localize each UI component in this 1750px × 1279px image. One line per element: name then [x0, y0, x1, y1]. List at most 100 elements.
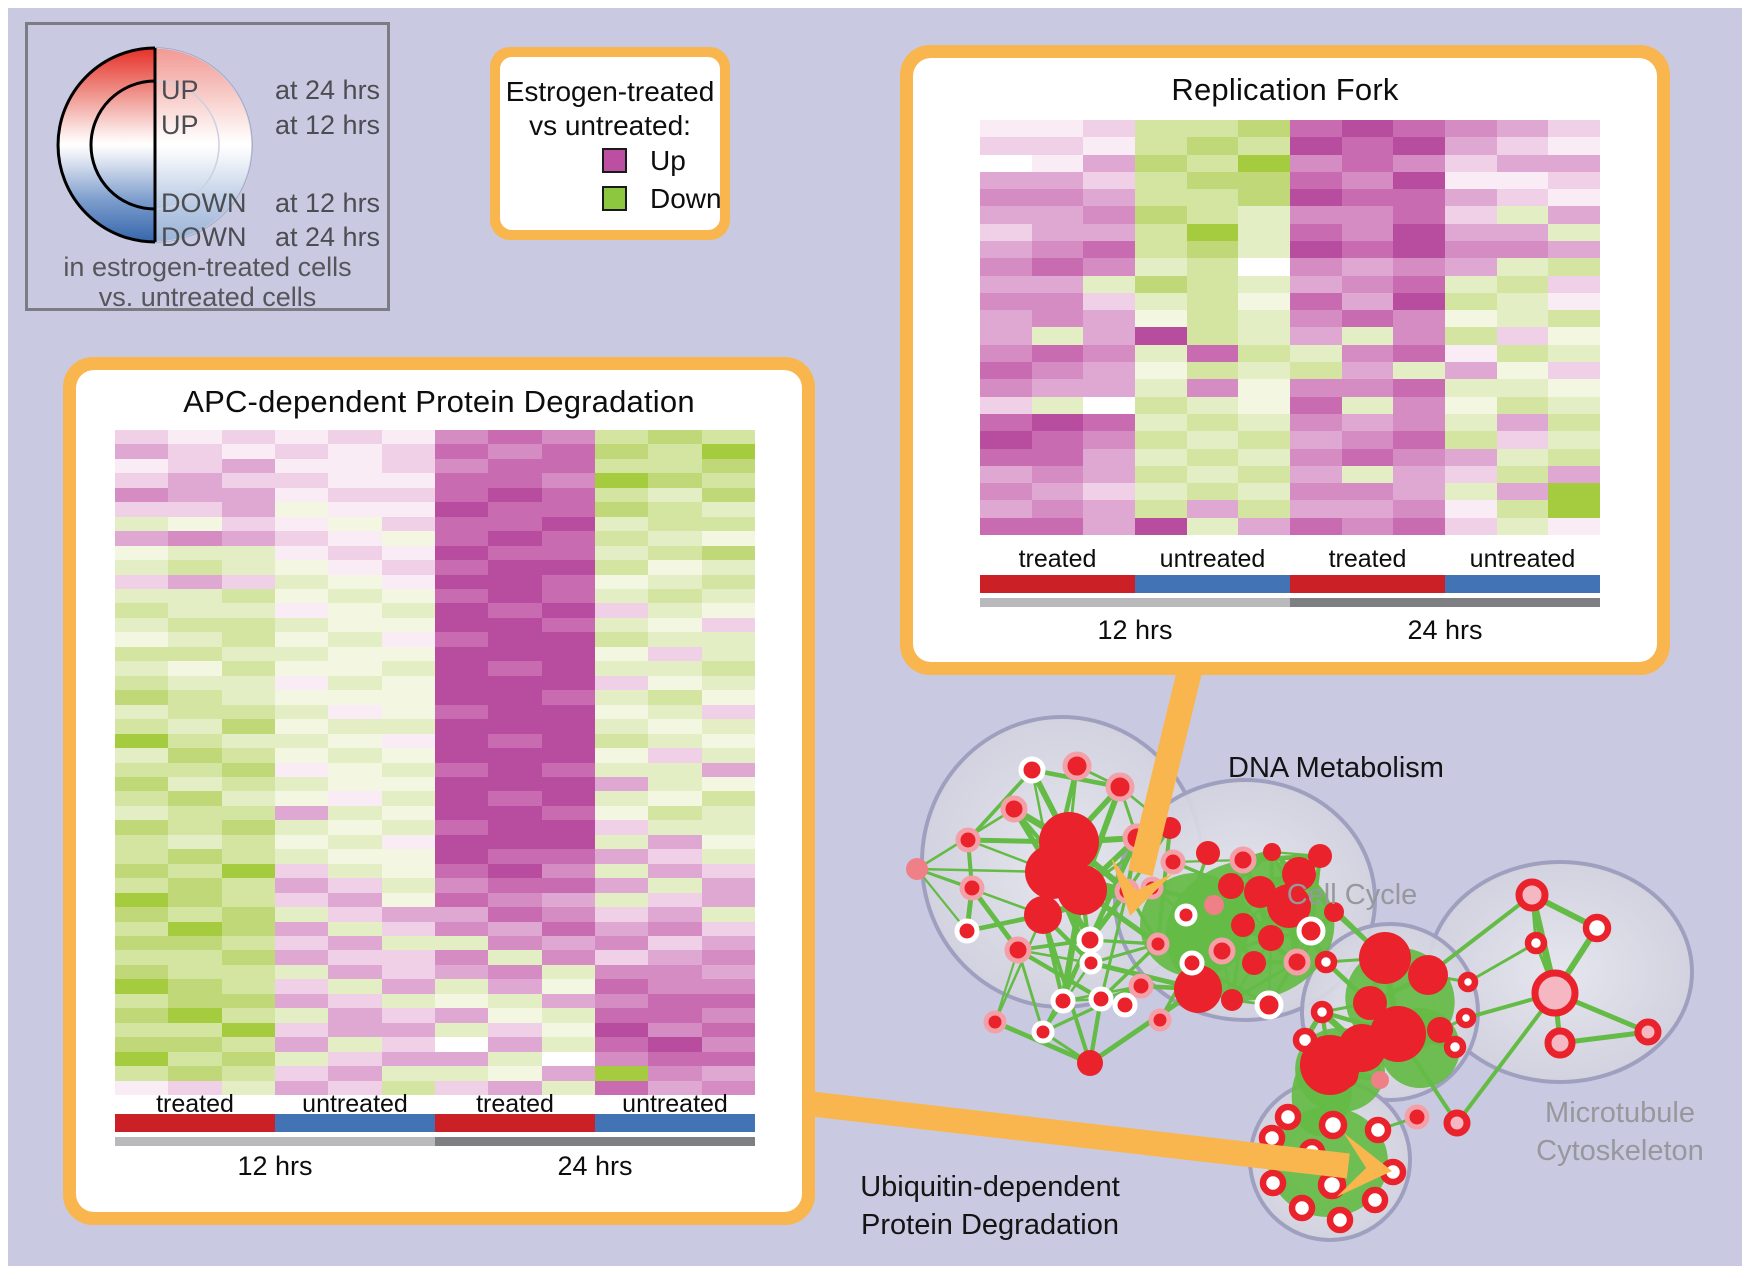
heatmap-cell — [381, 473, 435, 488]
heatmap-cell — [328, 1022, 382, 1038]
heatmap-cell — [1496, 292, 1549, 311]
heatmap-cell — [434, 964, 489, 980]
heatmap-cell — [221, 617, 275, 633]
heatmap-cell — [541, 1051, 595, 1067]
heatmap-cell — [594, 1066, 649, 1081]
heatmap-cell — [1393, 120, 1445, 138]
network-node-sm — [1338, 1024, 1386, 1072]
network-node-dna — [1128, 973, 1154, 999]
heatmap-cell — [1341, 154, 1394, 172]
heatmap-cell — [1496, 483, 1549, 501]
heatmap-cell — [381, 907, 435, 922]
heatmap-cell — [1393, 396, 1445, 414]
heatmap-cell — [648, 791, 702, 806]
heatmap-cell — [115, 935, 169, 951]
heatmap-cell — [594, 950, 649, 965]
heatmap-cell — [488, 661, 542, 676]
legend-down-24: DOWN — [161, 222, 247, 252]
heatmap-cell — [594, 921, 649, 936]
heatmap-cell — [221, 1066, 275, 1081]
heatmap-cell — [980, 241, 1032, 259]
heatmap-cell — [488, 603, 542, 618]
heatmap-cell — [648, 1008, 702, 1023]
heatmap-cell — [381, 603, 435, 618]
heatmap-cell — [115, 748, 169, 763]
heatmap-cell — [1238, 448, 1290, 466]
heatmap-cell — [434, 704, 489, 720]
heatmap-cell — [115, 646, 169, 662]
heatmap-cell — [1548, 448, 1600, 466]
heatmap-cell — [1290, 483, 1342, 501]
heatmap-cell — [115, 878, 169, 893]
heatmap-cell — [115, 444, 169, 459]
heatmap-cell — [648, 993, 702, 1009]
heatmap-cell — [1135, 483, 1187, 501]
heatmap-cell — [648, 661, 702, 676]
heatmap-cell — [488, 1080, 542, 1095]
heatmap-cell — [328, 704, 382, 720]
heatmap-cell — [274, 863, 329, 879]
heatmap-cell — [1031, 223, 1084, 242]
heatmap-cell — [274, 502, 329, 517]
heatmap-cell — [434, 487, 489, 503]
heatmap-cell — [115, 892, 169, 908]
apc-title: APC-dependent Protein Degradation — [183, 384, 695, 419]
heatmap-cell — [1186, 517, 1239, 535]
heatmap-cell — [274, 907, 329, 922]
heatmap-cell — [1238, 120, 1290, 138]
heatmap-cell — [168, 1080, 222, 1095]
heatmap-cell — [541, 516, 595, 532]
heatmap-cell — [1083, 483, 1135, 501]
heatmap-cell — [168, 733, 222, 749]
heatmap-cell — [1135, 413, 1187, 432]
heatmap-cell — [594, 560, 649, 575]
heatmap-cell — [1186, 431, 1239, 449]
heatmap-cell — [648, 1080, 702, 1095]
heatmap-cell — [1135, 241, 1187, 259]
legend-up-24: UP — [161, 75, 199, 105]
heatmap-cell — [1186, 396, 1239, 414]
heatmap-cell — [701, 444, 755, 459]
heatmap-cell — [434, 516, 489, 532]
heatmap-cell — [168, 502, 222, 517]
heatmap-cell — [1548, 362, 1600, 380]
network-node-mt — [1404, 1104, 1430, 1130]
heatmap-cell — [274, 560, 329, 575]
heatmap-cell — [594, 964, 649, 980]
heatmap-cell — [648, 878, 702, 893]
heatmap-cell — [221, 1037, 275, 1052]
heatmap-cell — [328, 646, 382, 662]
heatmap-cell — [1083, 275, 1135, 293]
heatmap-cell — [328, 863, 382, 879]
heatmap-cell — [488, 935, 542, 951]
heatmap-cell — [1496, 465, 1549, 484]
heatmap-cell — [541, 776, 595, 792]
heatmap-cell — [328, 849, 382, 864]
heatmap-cell — [328, 979, 382, 994]
heatmap-cell — [701, 502, 755, 517]
heatmap-cell — [980, 310, 1032, 328]
heatmap-cell — [701, 675, 755, 691]
heatmap-cell — [1238, 379, 1290, 397]
heatmap-cell — [648, 805, 702, 821]
heatmap-cell — [488, 907, 542, 922]
heatmap-cell — [594, 632, 649, 647]
heatmap-cell — [274, 487, 329, 503]
group-label-treated-0: treated — [156, 1090, 234, 1118]
heatmap-cell — [594, 458, 649, 474]
heatmap-cell — [434, 661, 489, 676]
network-node-cc — [1282, 857, 1316, 891]
heatmap-cell — [1186, 413, 1239, 432]
heatmap-cell — [115, 762, 169, 777]
heatmap-cell — [1135, 362, 1187, 380]
untreated-bar — [1135, 575, 1290, 593]
heatmap-cell — [328, 574, 382, 590]
network-node-dna — [955, 827, 981, 853]
heatmap-cell — [541, 979, 595, 994]
heatmap-cell — [488, 531, 542, 546]
heatmap-cell — [115, 1037, 169, 1052]
heatmap-cell — [221, 704, 275, 720]
heatmap-cell — [701, 907, 755, 922]
heatmap-cell — [1290, 396, 1342, 414]
heatmap-cell — [1393, 171, 1445, 190]
